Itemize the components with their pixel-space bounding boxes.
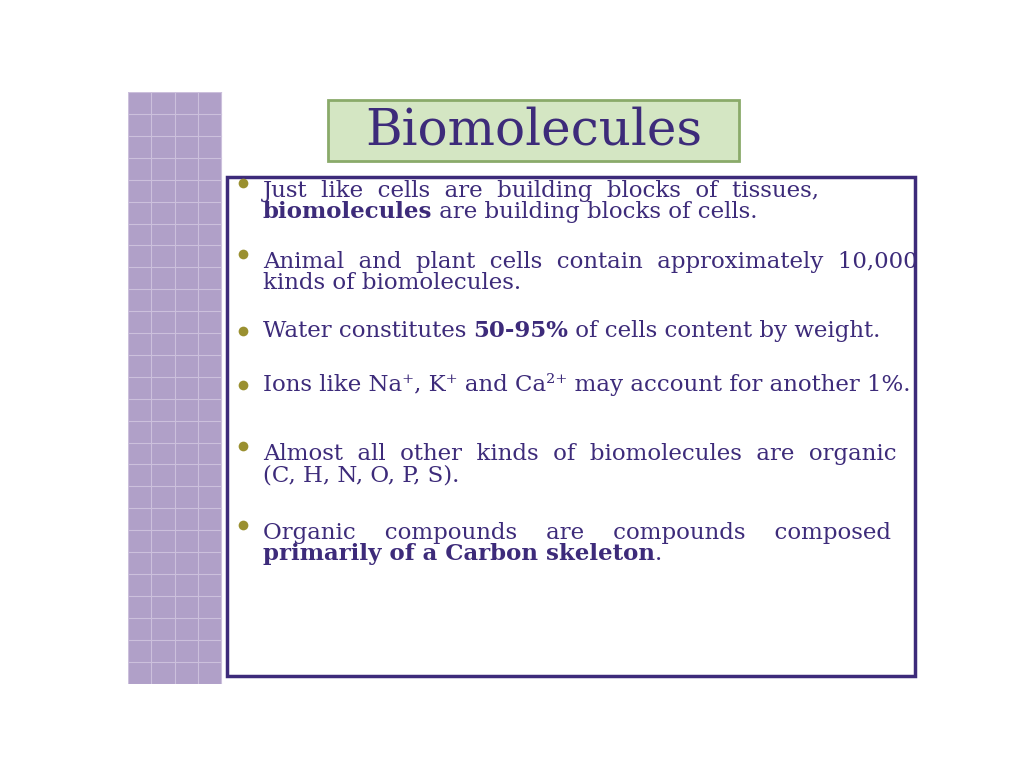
Text: primarily of a Carbon skeleton: primarily of a Carbon skeleton (263, 543, 655, 565)
Text: kinds of biomolecules.: kinds of biomolecules. (263, 272, 521, 294)
Text: of cells content by weight.: of cells content by weight. (568, 319, 881, 342)
Text: Water constitutes: Water constitutes (263, 319, 473, 342)
Text: Ions like Na⁺, K⁺ and Ca²⁺ may account for another 1%.: Ions like Na⁺, K⁺ and Ca²⁺ may account f… (263, 373, 910, 396)
Text: (C, H, N, O, P, S).: (C, H, N, O, P, S). (263, 465, 459, 487)
FancyBboxPatch shape (328, 100, 738, 161)
Text: 50-95%: 50-95% (473, 319, 568, 342)
FancyBboxPatch shape (128, 92, 221, 684)
Text: Biomolecules: Biomolecules (365, 106, 701, 155)
Text: Almost  all  other  kinds  of  biomolecules  are  organic: Almost all other kinds of biomolecules a… (263, 443, 896, 465)
Text: .: . (655, 543, 663, 565)
Text: are building blocks of cells.: are building blocks of cells. (432, 201, 758, 223)
Text: biomolecules: biomolecules (263, 201, 432, 223)
Text: Organic    compounds    are    compounds    composed: Organic compounds are compounds composed (263, 521, 891, 544)
Text: Animal  and  plant  cells  contain  approximately  10,000: Animal and plant cells contain approxima… (263, 250, 918, 273)
Text: Just  like  cells  are  building  blocks  of  tissues,: Just like cells are building blocks of t… (263, 180, 820, 202)
FancyBboxPatch shape (227, 177, 915, 676)
